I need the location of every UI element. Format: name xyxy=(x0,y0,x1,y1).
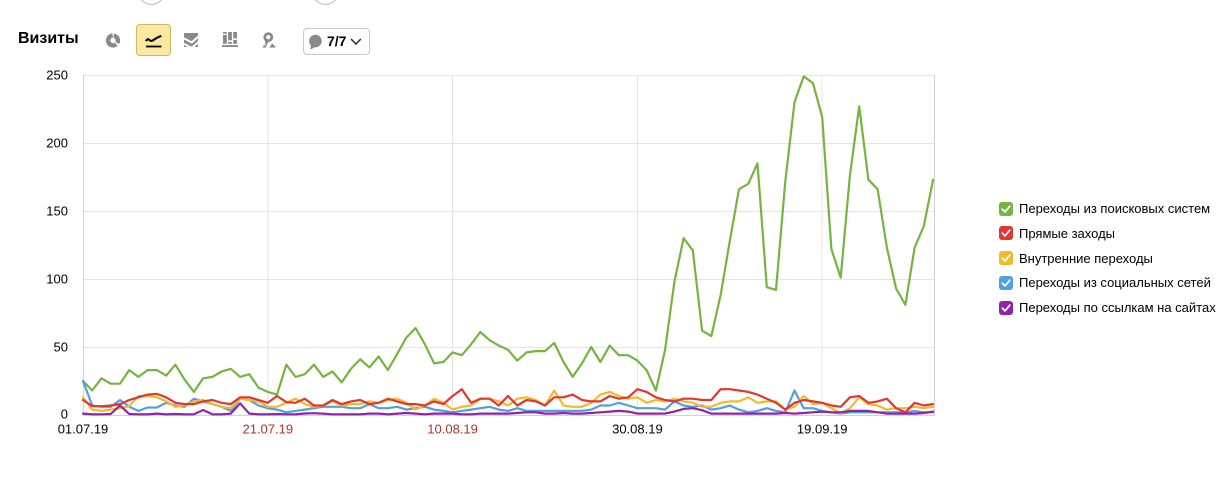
svg-text:30.08.19: 30.08.19 xyxy=(612,422,663,437)
svg-text:100: 100 xyxy=(46,272,68,287)
svg-text:21.07.19: 21.07.19 xyxy=(242,422,293,437)
svg-text:150: 150 xyxy=(46,204,68,219)
svg-text:10.08.19: 10.08.19 xyxy=(427,422,478,437)
svg-text:0: 0 xyxy=(61,407,68,422)
svg-text:01.07.19: 01.07.19 xyxy=(58,422,109,437)
svg-text:250: 250 xyxy=(46,68,68,83)
svg-text:50: 50 xyxy=(54,340,68,355)
svg-text:200: 200 xyxy=(46,136,68,151)
svg-text:19.09.19: 19.09.19 xyxy=(797,422,848,437)
